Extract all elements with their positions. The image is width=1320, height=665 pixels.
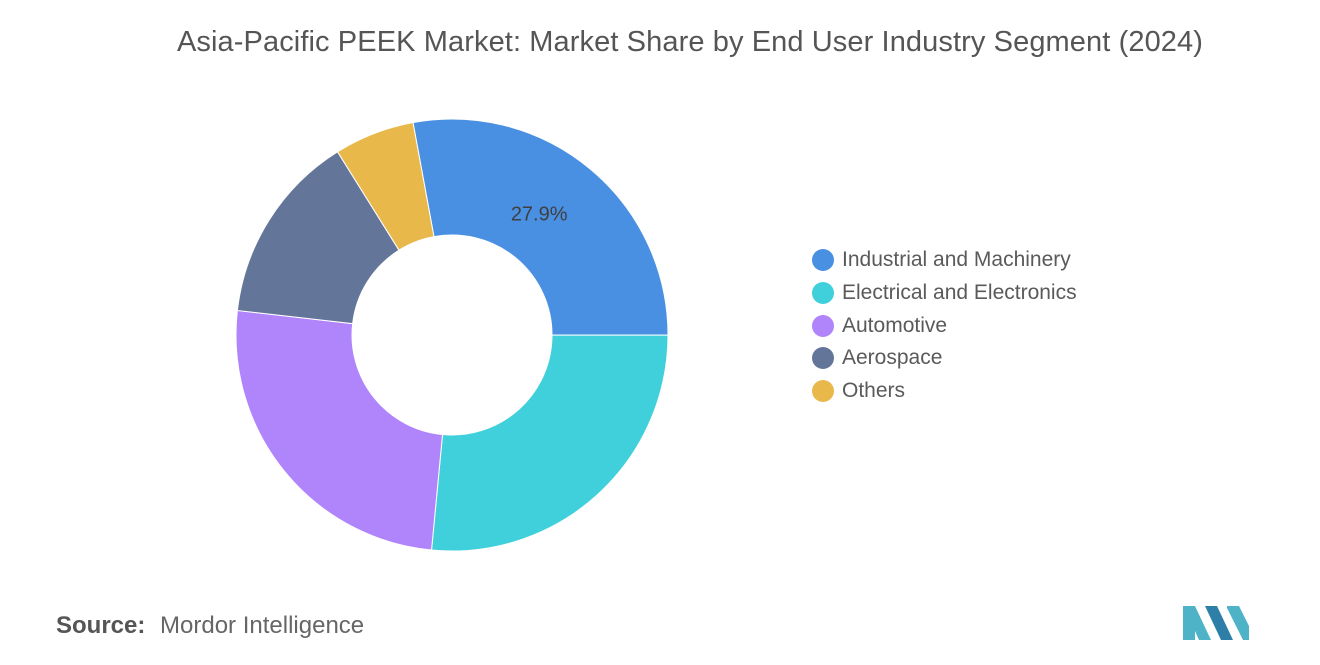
legend-item: Aerospace [812,342,1077,375]
legend-swatch [812,380,834,403]
legend-label: Industrial and Machinery [842,248,1071,272]
source-note: Source: Mordor Intelligence [56,612,364,640]
legend-label: Aerospace [842,346,943,370]
legend-item: Industrial and Machinery [812,244,1077,277]
donut-slice-others [336,121,435,251]
mordor-intelligence-logo-icon [1183,606,1249,640]
legend-item: Others [812,375,1077,408]
donut-slice-industrial-and-machinery [412,118,669,336]
data-label-industrial-and-machinery: 27.9% [511,204,568,226]
legend-swatch [812,347,834,370]
legend-swatch [812,314,834,337]
donut-slice-electrical-and-electronics [430,334,669,552]
donut-slice-automotive [235,309,444,551]
legend-label: Others [842,379,906,403]
chart-title: Asia-Pacific PEEK Market: Market Share b… [176,26,1204,58]
source-value: Mordor Intelligence [160,612,365,639]
legend-item: Electrical and Electronics [812,277,1077,310]
donut-data-labels: 27.9% [511,204,568,226]
donut-slice-aerospace [236,151,400,325]
legend-swatch [812,249,834,272]
donut-slices [235,118,669,552]
legend-swatch [812,282,834,305]
chart-legend: Industrial and Machinery Electrical and E… [812,244,1077,407]
legend-item: Automotive [812,309,1077,342]
legend-label: Electrical and Electronics [842,281,1077,305]
legend-label: Automotive [842,313,948,337]
source-label: Source: [56,612,146,639]
